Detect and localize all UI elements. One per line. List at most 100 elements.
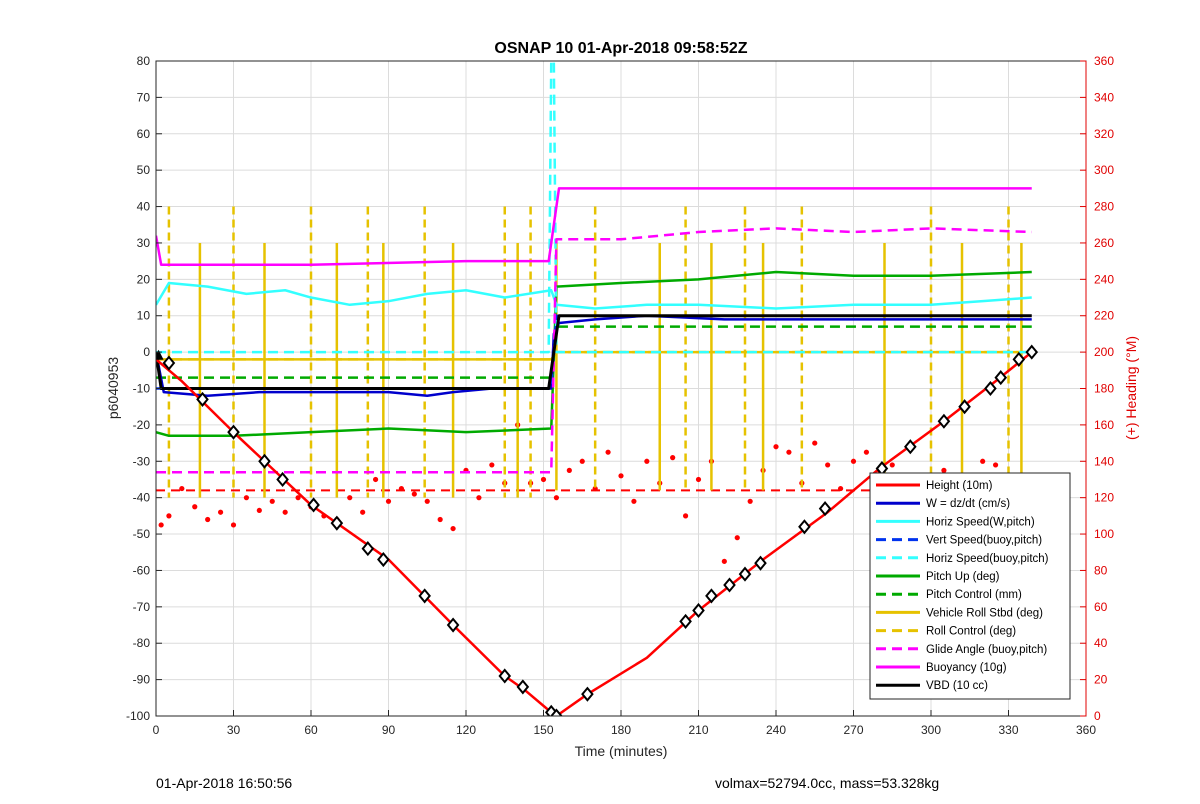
heading-dot (166, 513, 172, 519)
y-tick-label-left: 60 (137, 127, 151, 141)
legend-label: Pitch Control (mm) (926, 589, 1022, 601)
heading-dot (592, 485, 598, 492)
heading-dot (372, 476, 379, 483)
marker-diamond (361, 541, 375, 557)
y-tick-label-right: 200 (1094, 345, 1114, 359)
y-tick-label-left: 70 (137, 90, 151, 104)
marker-diamond (227, 424, 240, 440)
series-line (156, 281, 1032, 310)
x-tick-label: 60 (304, 723, 318, 737)
x-tick-label: 90 (382, 723, 396, 737)
y-tick-label-left: -90 (133, 673, 151, 687)
heading-dot (850, 458, 857, 464)
series-line (156, 61, 1032, 354)
legend-label: Horiz Speed(W,pitch) (926, 516, 1035, 528)
y-axis-label-left: p6040953 (105, 357, 121, 420)
heading-dot (398, 485, 405, 492)
legend-label: Horiz Speed(buoy,pitch) (926, 553, 1049, 565)
heading-dot (476, 495, 482, 501)
y-tick-label-right: 260 (1094, 236, 1114, 250)
heading-dot (618, 473, 624, 479)
y-tick-label-right: 300 (1094, 163, 1114, 177)
marker-diamond (958, 399, 971, 415)
y-tick-label-left: 10 (137, 309, 151, 323)
heading-dot (786, 449, 792, 455)
heading-dot (863, 449, 870, 455)
y-tick-label-right: 100 (1094, 527, 1114, 541)
y-tick-label-right: 180 (1094, 382, 1114, 396)
x-tick-label: 180 (611, 723, 631, 737)
heading-dot (553, 495, 560, 501)
y-tick-label-left: -10 (133, 382, 151, 396)
y-tick-label-left: -100 (126, 709, 150, 723)
y-tick-label-right: 80 (1094, 563, 1108, 577)
y-tick-label-left: 80 (137, 54, 151, 68)
marker-diamond (498, 668, 512, 684)
heading-dot (721, 558, 727, 564)
marker-diamond (705, 588, 718, 604)
y-tick-label-right: 320 (1094, 127, 1114, 141)
x-tick-label: 240 (766, 723, 786, 737)
chart: 0 30 60 90 120 150 180 210 240 270 300 330 360807060… (105, 40, 1139, 759)
y-tick-label-right: 220 (1094, 309, 1114, 323)
legend-label: VBD (10 cc) (926, 680, 988, 692)
x-tick-label: 330 (998, 723, 1018, 737)
y-tick-label-right: 0 (1094, 709, 1101, 723)
marker-diamond (994, 370, 1008, 386)
x-tick-label: 360 (1076, 723, 1096, 737)
legend-label: Vert Speed(buoy,pitch) (926, 535, 1042, 547)
marker-diamond (818, 501, 832, 517)
marker-diamond (692, 602, 705, 619)
marker-diamond (162, 355, 176, 371)
y-tick-label-left: -50 (133, 527, 151, 541)
marker-diamond (196, 391, 209, 407)
marker-diamond (798, 519, 811, 535)
heading-dot (579, 458, 585, 464)
heading-dot (540, 476, 547, 483)
heading-dot (269, 498, 275, 504)
heading-dot (179, 485, 185, 492)
heading-dot (158, 522, 164, 528)
marker-diamond (754, 555, 767, 571)
legend-label: Vehicle Roll Stbd (deg) (926, 607, 1043, 619)
y-axis-label-right: (+) Heading (°M) (1123, 336, 1139, 440)
heading-dot (631, 498, 637, 504)
heading-dot (450, 525, 456, 532)
y-tick-label-right: 160 (1094, 418, 1114, 432)
heading-dot (644, 458, 650, 464)
legend: Height (10m) W = dz/dt (cm/s) Horiz Speed(… (869, 472, 1071, 700)
y-tick-label-right: 40 (1094, 636, 1108, 650)
marker-diamond (516, 679, 530, 695)
heading-dot (566, 467, 572, 473)
heading-dot (230, 522, 237, 528)
marker-diamond (550, 708, 563, 716)
y-tick-label-right: 360 (1094, 54, 1114, 68)
y-tick-label-right: 280 (1094, 200, 1114, 214)
heading-dot (243, 495, 250, 501)
marker-diamond (723, 577, 736, 593)
series-line (156, 187, 1032, 267)
series-line (156, 227, 1032, 474)
series-line (156, 350, 1032, 361)
marker-diamond (418, 588, 431, 604)
marker-diamond (1012, 351, 1026, 367)
heading-dot (773, 444, 779, 450)
x-tick-label: 120 (456, 723, 476, 737)
heading-dot (734, 535, 740, 541)
marker-diamond (446, 617, 460, 633)
heading-dot (217, 509, 224, 515)
legend-label: Roll Control (deg) (926, 626, 1016, 638)
y-tick-label-left: 20 (137, 272, 151, 286)
y-tick-label-left: -40 (133, 491, 151, 505)
marker-diamond (330, 515, 344, 531)
y-tick-label-left: -30 (133, 454, 151, 468)
series-line (156, 314, 1032, 390)
y-tick-label-left: -80 (133, 636, 151, 650)
heading-dot (437, 516, 443, 523)
footer-timestamp: 01-Apr-2018 16:50:56 (156, 775, 293, 791)
heading-dot (825, 462, 831, 468)
heading-dot (747, 498, 753, 504)
marker-diamond (984, 380, 997, 397)
marker-diamond (377, 551, 390, 568)
footer-info: volmax=52794.0cc, mass=53.328kg (715, 775, 940, 791)
